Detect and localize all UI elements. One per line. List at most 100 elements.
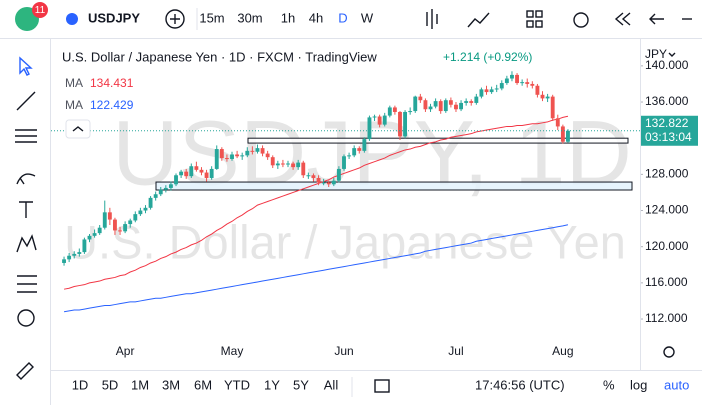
candle-body xyxy=(67,255,72,260)
candle-body xyxy=(87,235,92,240)
candle-body xyxy=(433,101,438,107)
plot: 112.000 116.000 120.000 124.000 128.000 136.0… xyxy=(51,58,698,358)
symbol[interactable]: USDJPY xyxy=(88,10,140,25)
candle-body xyxy=(265,153,270,158)
last-price: 132.822 xyxy=(645,116,689,130)
interval[interactable]: W xyxy=(361,10,374,25)
top-toolbar xyxy=(0,0,702,38)
candle-body xyxy=(245,150,250,156)
candle-body xyxy=(499,83,504,89)
range[interactable]: 1M xyxy=(131,377,149,392)
x-tick-label: Aug xyxy=(552,344,573,358)
range[interactable]: 1Y xyxy=(264,377,280,392)
candle-body xyxy=(189,166,194,177)
collapse-legend[interactable] xyxy=(65,119,91,139)
range[interactable]: 6M xyxy=(194,377,212,392)
y-tick-label: 140.000 xyxy=(645,58,689,72)
candle-body xyxy=(342,156,346,169)
candle-body xyxy=(474,96,479,103)
interval[interactable]: D xyxy=(338,10,347,25)
ruler-tool[interactable] xyxy=(16,362,34,380)
range[interactable]: 5Y xyxy=(293,377,309,392)
candles-icon[interactable] xyxy=(426,9,438,29)
candle-body xyxy=(387,107,392,116)
candle-body xyxy=(392,107,397,112)
line-tool[interactable] xyxy=(16,91,36,111)
interval[interactable]: 15m xyxy=(199,10,224,25)
candle-body xyxy=(520,82,525,84)
cursor-tool[interactable] xyxy=(19,56,33,76)
icons-tool[interactable] xyxy=(17,309,35,327)
range[interactable]: 5D xyxy=(102,377,119,392)
fib-tool[interactable] xyxy=(15,129,37,143)
candle-body xyxy=(535,85,540,95)
candle-body xyxy=(560,126,565,142)
interval[interactable]: 4h xyxy=(309,10,323,25)
candle-body xyxy=(484,89,489,93)
candle-body xyxy=(408,111,413,113)
date-range-icon[interactable] xyxy=(374,379,390,393)
candle-body xyxy=(209,168,214,178)
badge xyxy=(32,2,48,18)
legend-value: 122.429 xyxy=(90,98,134,112)
candle-body xyxy=(72,253,77,256)
interval[interactable]: 30m xyxy=(237,10,262,25)
candle-body xyxy=(92,233,97,236)
candle-body xyxy=(459,102,463,110)
option[interactable]: auto xyxy=(664,377,689,392)
candle-body xyxy=(428,106,433,110)
candle-body xyxy=(77,252,82,254)
candle-body xyxy=(443,100,448,112)
intervals: 15m 30m 1h 4h D W xyxy=(199,10,374,25)
candle-body xyxy=(163,187,168,190)
replay-icon[interactable] xyxy=(614,12,631,26)
layout-icon xyxy=(535,10,543,18)
y-tick-label: 136.000 xyxy=(645,94,689,108)
candle-body xyxy=(352,148,357,156)
text-tool[interactable] xyxy=(19,201,33,218)
add-symbol[interactable] xyxy=(165,9,185,29)
candle-body xyxy=(133,214,138,221)
brush-tool[interactable] xyxy=(16,173,36,185)
candle-body xyxy=(418,96,423,101)
interval[interactable]: 1h xyxy=(281,10,295,25)
settings-icon[interactable] xyxy=(663,346,675,358)
range[interactable]: YTD xyxy=(224,377,250,392)
indicators-icon[interactable] xyxy=(467,12,490,28)
clock[interactable]: 17:46:56 (UTC) xyxy=(475,377,565,392)
candle-body xyxy=(382,115,387,125)
flag xyxy=(66,13,78,25)
candle-body xyxy=(367,117,372,140)
prediction-tool[interactable] xyxy=(17,275,37,293)
undo-icon[interactable] xyxy=(649,13,664,25)
candle-body xyxy=(153,194,158,198)
pattern-tool[interactable] xyxy=(16,234,37,253)
candle-body xyxy=(398,111,402,137)
range[interactable]: 1D xyxy=(72,377,89,392)
bottom-bar xyxy=(51,370,702,405)
option[interactable]: log xyxy=(630,377,647,392)
candle-body xyxy=(362,139,367,151)
y-tick-label: 128.000 xyxy=(645,167,689,181)
candle-body xyxy=(235,154,240,157)
currency[interactable]: JPY xyxy=(645,47,667,61)
option[interactable]: % xyxy=(603,377,615,392)
y-tick-label: 116.000 xyxy=(645,275,688,289)
layout-icon xyxy=(535,20,543,28)
range[interactable]: All xyxy=(324,377,339,392)
layout-icon[interactable] xyxy=(526,10,534,18)
alert-icon[interactable] xyxy=(573,12,589,28)
x-tick-label: Jul xyxy=(448,344,463,358)
candle-body xyxy=(504,78,509,84)
candle-body xyxy=(489,89,494,93)
candle-body xyxy=(469,101,474,103)
candle-body xyxy=(321,182,326,184)
range[interactable]: 3M xyxy=(162,377,180,392)
candle-body xyxy=(199,169,204,173)
candle-body xyxy=(230,154,234,159)
candle-body xyxy=(260,148,265,154)
candle-body xyxy=(174,175,178,185)
candle-body xyxy=(347,155,352,157)
candle-body xyxy=(550,96,555,119)
candle-body xyxy=(530,83,535,86)
